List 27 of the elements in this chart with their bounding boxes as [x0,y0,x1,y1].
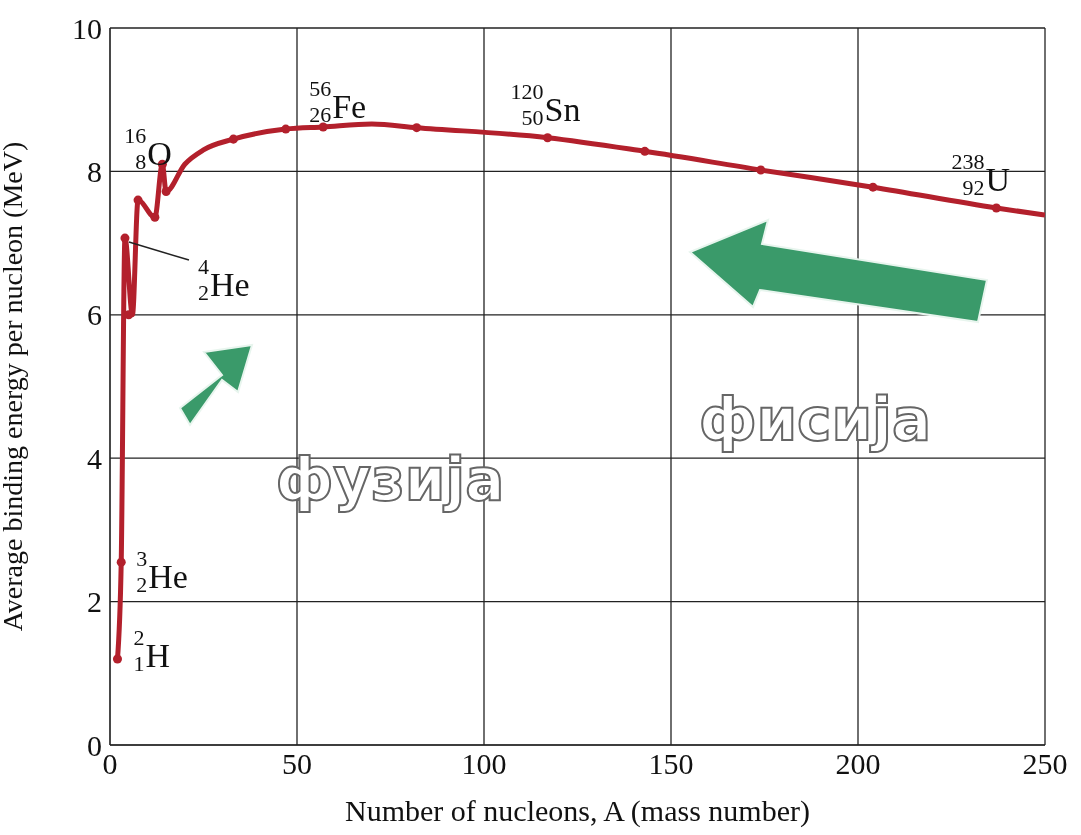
point [133,195,143,205]
y-tick-label: 10 [72,11,102,45]
point [150,212,160,222]
point [228,134,238,144]
point [161,186,171,196]
point [868,182,878,192]
y-tick-label: 4 [87,441,102,475]
y-tick-label: 8 [87,155,102,189]
y-tick-label: 6 [87,298,102,332]
x-tick-label: 50 [282,747,312,781]
x-tick-label: 200 [835,747,881,781]
x-tick-label: 250 [1022,747,1068,781]
point [281,124,291,134]
point [991,203,1001,213]
point [318,122,328,132]
y-axis-title: Average binding energy per nucleon (MeV) [0,141,28,632]
point [640,146,650,156]
x-axis-title: Number of nucleons, A (mass number) [345,794,810,828]
y-tick-label: 2 [87,585,102,619]
point [120,233,130,243]
x-tick-label: 150 [648,747,694,781]
x-tick-label: 100 [461,747,507,781]
point [756,165,766,175]
point [112,654,122,664]
point [116,557,126,567]
point [543,133,553,143]
point [412,123,422,133]
